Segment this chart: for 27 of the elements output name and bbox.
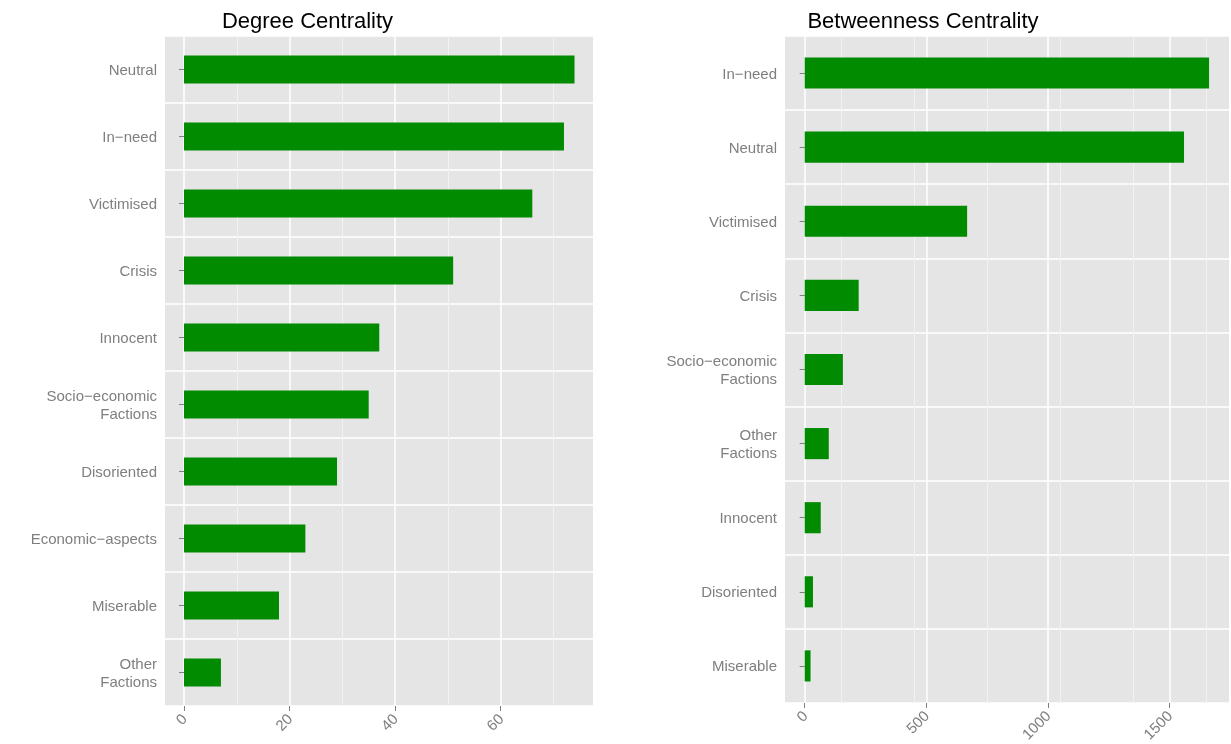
y-tick-label: Miserable [711, 657, 777, 675]
y-tick-label: Victimised [88, 195, 157, 212]
y-tick-label: Economic−aspects [30, 530, 157, 547]
y-tick-label: Innocent [99, 329, 158, 346]
x-tick-label: 40 [377, 709, 402, 734]
y-tick-label: Miserable [91, 597, 157, 614]
y-tick-label: Innocent [719, 509, 778, 527]
x-tick-label: 500 [902, 706, 933, 737]
y-tick-label: In−need [102, 128, 157, 145]
y-tick-label: Other Factions [720, 426, 777, 462]
x-tick-label: 0 [792, 706, 811, 725]
y-tick-label: Crisis [739, 286, 777, 304]
y-tick-label: Neutral [108, 61, 157, 78]
chart-title: Degree Centrality [221, 7, 394, 33]
y-tick-label: Victimised [708, 212, 777, 230]
y-tick-label: Other Factions [100, 655, 157, 690]
x-tick-label: 60 [482, 709, 507, 734]
y-tick-label: In−need [722, 64, 777, 82]
y-tick-label: Disoriented [701, 583, 777, 601]
y-tick-label: Crisis [119, 262, 157, 279]
x-tick-label: 0 [172, 709, 191, 728]
y-tick-label: Neutral [728, 138, 777, 156]
y-tick-label: Socio−economic Factions [46, 387, 158, 422]
y-tick-label: Disoriented [81, 463, 157, 480]
y-tick-label: Socio−economic Factions [666, 351, 778, 387]
x-tick-label: 20 [271, 709, 296, 734]
chart-title: Betweenness Centrality [807, 7, 1039, 33]
